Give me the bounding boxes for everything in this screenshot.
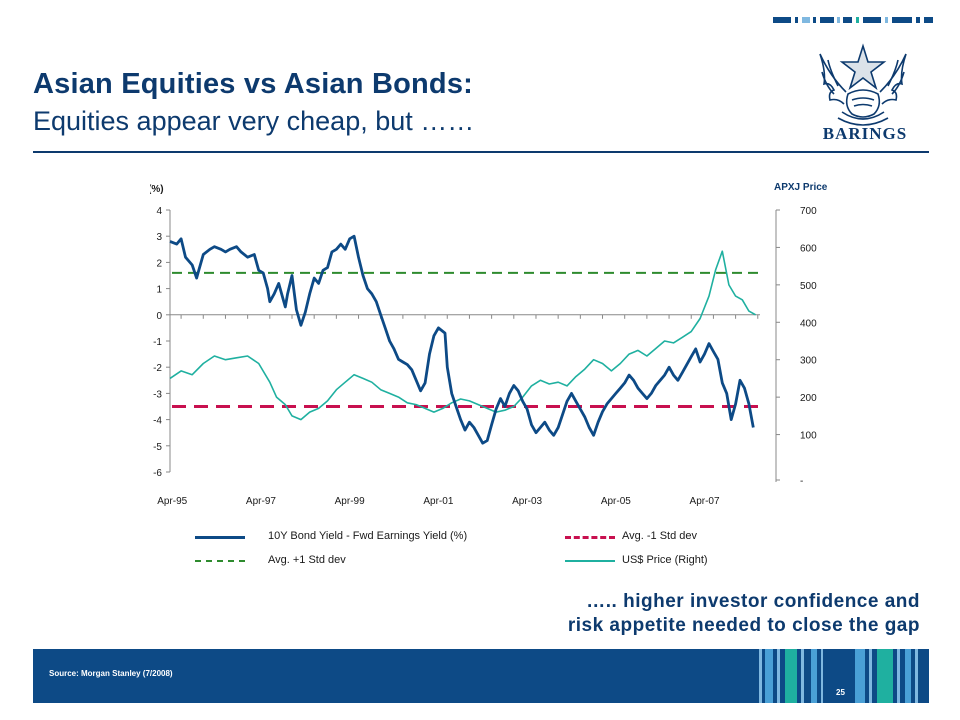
legend-item-avg-minus: Avg. -1 Std dev <box>565 530 765 544</box>
title-divider <box>33 151 929 153</box>
left-tick-label: -1 <box>153 337 162 348</box>
left-tick-label: 0 <box>156 311 162 322</box>
right-tick-label: 700 <box>800 206 817 217</box>
right-tick-label: 300 <box>800 356 817 367</box>
x-tick-label: Apr-05 <box>601 496 631 507</box>
left-tick-label: -4 <box>153 416 162 427</box>
callout-line-2: risk appetite needed to close the gap <box>567 615 920 636</box>
legend-swatch-dashed-red <box>565 536 615 539</box>
x-tick-label: Apr-07 <box>690 496 720 507</box>
legend-label-avg-minus: Avg. -1 Std dev <box>622 530 698 542</box>
left-tick-label: 3 <box>156 232 162 243</box>
left-tick-label: -6 <box>153 468 162 479</box>
legend-item-bond-yield: 10Y Bond Yield - Fwd Earnings Yield (%) <box>195 530 525 544</box>
right-tick-label: 500 <box>800 281 817 292</box>
left-tick-label: -5 <box>153 442 162 453</box>
decorative-bar-strip <box>773 17 933 23</box>
legend-swatch-solid-teal <box>565 560 615 562</box>
brand-wordmark: BARINGS <box>822 124 908 143</box>
x-tick-label: Apr-99 <box>335 496 365 507</box>
page-title: Asian Equities vs Asian Bonds: <box>33 68 474 100</box>
price-series-line <box>169 250 756 421</box>
x-tick-label: Apr-97 <box>246 496 276 507</box>
footer-band: Source: Morgan Stanley (7/2008) 25 <box>33 649 929 703</box>
bond-yield-series-line <box>169 234 755 445</box>
right-tick-label: 400 <box>800 318 817 329</box>
left-tick-label: -3 <box>153 389 162 400</box>
right-tick-label: 200 <box>800 393 817 404</box>
legend-label-price: US$ Price (Right) <box>622 554 708 566</box>
right-tick-label: 100 <box>800 431 817 442</box>
right-tick-label: - <box>800 476 803 487</box>
x-tick-label: Apr-01 <box>423 496 453 507</box>
barings-crest-icon <box>819 43 907 126</box>
left-tick-label: 2 <box>156 258 162 269</box>
page-subtitle: Equities appear very cheap, but …… <box>33 106 475 136</box>
page-number: 25 <box>836 688 845 697</box>
dual-axis-line-chart: (%) APXJ Price 4 3 2 1 0 -1 -2 -3 -4 -5 -6 Apr-95 Ap… <box>150 182 828 507</box>
x-tick-label: Apr-03 <box>512 496 542 507</box>
legend-swatch-dashed-green <box>195 560 245 562</box>
left-tick-label: 4 <box>156 206 162 217</box>
footer-decorative-bars <box>759 649 918 703</box>
left-axis-label: (%) <box>150 184 164 195</box>
legend-swatch-solid-navy <box>195 536 245 539</box>
series-layer <box>169 234 760 445</box>
left-tick-label: -2 <box>153 363 162 374</box>
callout-text: ….. higher investor confidence and risk … <box>568 590 920 638</box>
callout-line-1: ….. higher investor confidence and <box>586 591 920 612</box>
legend-item-avg-plus: Avg. +1 Std dev <box>195 554 525 568</box>
x-tick-label: Apr-95 <box>157 496 187 507</box>
chart-legend: 10Y Bond Yield - Fwd Earnings Yield (%) … <box>195 530 775 576</box>
right-tick-label: 600 <box>800 243 817 254</box>
legend-item-price: US$ Price (Right) <box>565 554 765 568</box>
right-axis-label: APXJ Price <box>774 182 828 193</box>
legend-label-avg-plus: Avg. +1 Std dev <box>268 554 346 566</box>
legend-label-bond-yield: 10Y Bond Yield - Fwd Earnings Yield (%) <box>268 530 468 542</box>
axes-layer: 4 3 2 1 0 -1 -2 -3 -4 -5 -6 Apr-95 Apr-97 Apr-99 Apr-0… <box>153 206 817 507</box>
left-tick-label: 1 <box>156 285 162 296</box>
source-note: Source: Morgan Stanley (7/2008) <box>49 669 173 678</box>
